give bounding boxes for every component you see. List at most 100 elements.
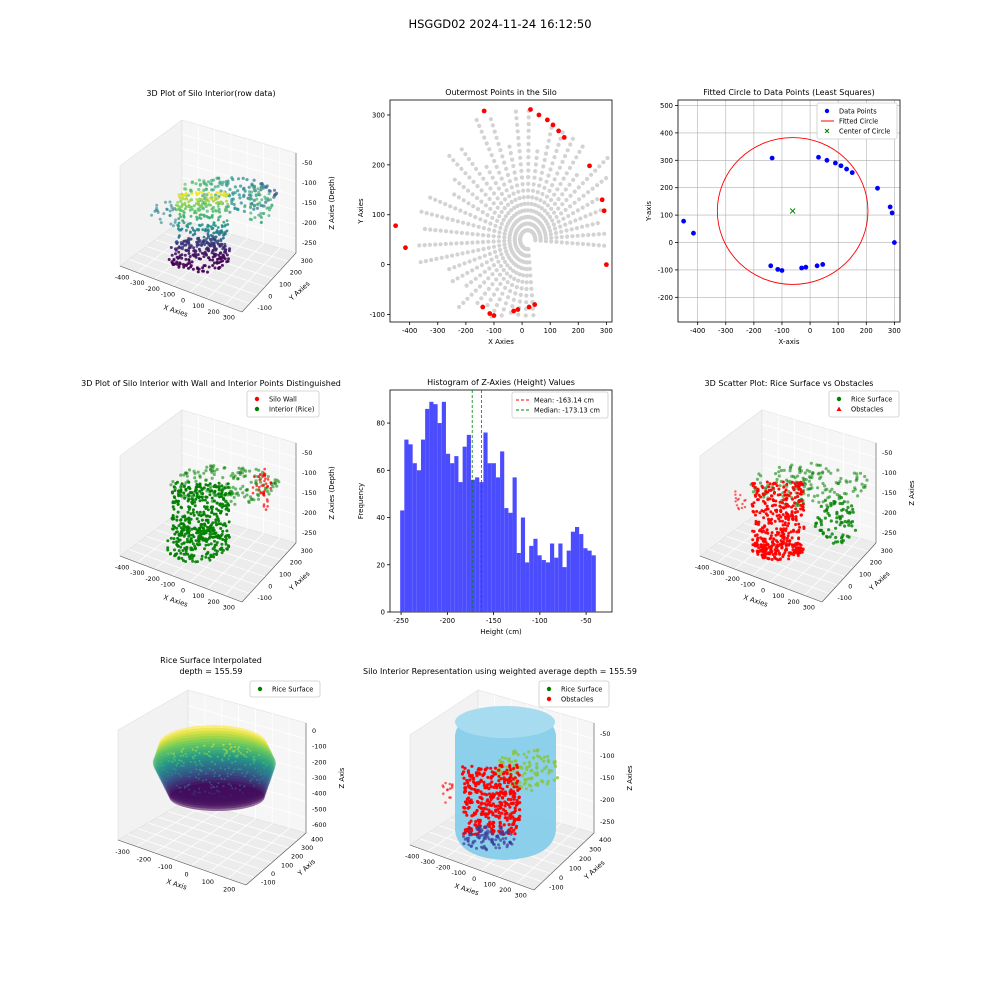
p4-grid — [137, 542, 258, 586]
p7-surface-point — [158, 764, 161, 767]
p6-obstacle-point — [797, 500, 801, 504]
p7-surface-point — [217, 795, 220, 798]
p7-surface-point — [252, 774, 255, 777]
p1-data-point — [226, 202, 230, 206]
p7-surface-point — [197, 777, 200, 780]
p2-gray-point — [517, 272, 522, 277]
p8-surface-point — [504, 836, 508, 840]
p2-gray-point — [556, 206, 561, 211]
p3-ytick-label: 200 — [660, 184, 673, 192]
p2-gray-point — [495, 205, 500, 210]
p1-data-point — [197, 247, 201, 251]
p8-rice-point — [528, 784, 533, 788]
p6-rice-point — [814, 521, 819, 525]
p6-rice-point — [838, 501, 842, 506]
p6-obstacle-point — [780, 546, 784, 549]
p5-title: Histogram of Z-Axies (Height) Values — [427, 378, 575, 387]
p4-wall-point — [269, 487, 273, 490]
p1-data-point — [210, 251, 214, 255]
p1-data-point — [156, 211, 160, 214]
p7-surface-point — [208, 767, 211, 770]
p7-surface-point — [160, 764, 163, 767]
p6-rice-point — [777, 465, 782, 469]
p6-rice-point — [817, 500, 821, 504]
p1-data-point — [215, 201, 218, 205]
p7-ztick-label: 0 — [312, 727, 316, 735]
p2-gray-point — [591, 242, 596, 247]
p2-gray-point — [567, 165, 573, 170]
p2-gray-point — [554, 214, 559, 220]
p4-interior-point — [237, 466, 241, 470]
p5-bar — [441, 401, 446, 612]
p7-surface-point — [244, 764, 247, 767]
p1-data-point — [249, 202, 253, 206]
p8-obstacle-point — [482, 783, 486, 787]
p5-bar — [495, 477, 501, 612]
p2-gray-point — [498, 281, 503, 287]
p2-gray-point — [469, 280, 474, 285]
p7-surface-point — [244, 775, 246, 778]
p6-rice-point — [788, 466, 793, 470]
p1-data-point — [180, 256, 184, 260]
p2-gray-point — [474, 166, 479, 171]
p6-obstacle-point — [802, 527, 806, 530]
p8-surface-point — [491, 832, 495, 836]
p4-interior-point — [190, 497, 194, 501]
p8-obstacle-point — [514, 826, 518, 830]
p8-rice-point — [499, 770, 503, 774]
p4-wall-point — [264, 482, 268, 486]
p6-rice-point — [779, 468, 784, 473]
p2-gray-point — [471, 179, 476, 184]
p1-data-point — [210, 215, 214, 219]
p2-gray-point — [516, 142, 522, 147]
p1-data-point — [198, 190, 202, 194]
p1-data-point — [252, 189, 256, 193]
p6-ytick-label: 0 — [848, 582, 852, 590]
p2-gray-point — [487, 147, 492, 152]
p4-interior-point — [199, 535, 202, 538]
p7-ztick-label: -400 — [312, 790, 327, 798]
p2-gray-point — [479, 199, 484, 204]
p1-data-point — [168, 209, 172, 213]
p5-bar — [420, 439, 426, 612]
p8-rice-point — [539, 779, 544, 783]
p2-gray-point — [471, 223, 476, 228]
p2-gray-point — [507, 144, 512, 149]
p6-obstacle-point — [770, 558, 774, 561]
p2-gray-point — [517, 299, 523, 304]
p1-data-point — [170, 253, 174, 257]
p1-data-point — [187, 266, 190, 270]
p6-obstacle-point — [764, 489, 768, 493]
p6-rice-point — [839, 496, 844, 500]
p4-interior-point — [210, 496, 214, 500]
p1-data-point — [256, 202, 260, 206]
p4-interior-point — [227, 535, 231, 539]
p4-grid — [181, 438, 297, 472]
p1-data-point — [228, 187, 232, 192]
p1-data-point — [190, 260, 194, 264]
p4-interior-point — [225, 547, 229, 551]
p4-interior-point — [181, 549, 185, 552]
p6-rice-point — [823, 516, 828, 520]
p6-obstacle-point — [790, 505, 793, 509]
p8-obstacle-point — [509, 798, 513, 802]
p2-gray-point — [493, 181, 498, 186]
p6-obstacle-point — [755, 509, 759, 513]
p7-legend-marker — [257, 686, 263, 692]
p8-obstacle-point — [488, 800, 492, 804]
p4-interior-point — [201, 526, 205, 530]
p6-obstacle-point — [772, 503, 776, 507]
p2-gray-point — [546, 225, 552, 230]
p1-data-point — [168, 200, 172, 204]
p2-gray-point — [549, 235, 554, 240]
p2-gray-point — [484, 260, 489, 265]
p8-rice-point — [524, 787, 528, 791]
p1-data-point — [174, 252, 177, 256]
p3-data-point — [820, 262, 826, 267]
p2-gray-point — [460, 251, 465, 256]
p1-data-point — [196, 267, 200, 271]
p7-surface-point — [182, 764, 185, 767]
p7-surface-point — [237, 746, 240, 749]
p6-obstacle-point — [765, 504, 769, 508]
p4-interior-point — [182, 534, 186, 538]
